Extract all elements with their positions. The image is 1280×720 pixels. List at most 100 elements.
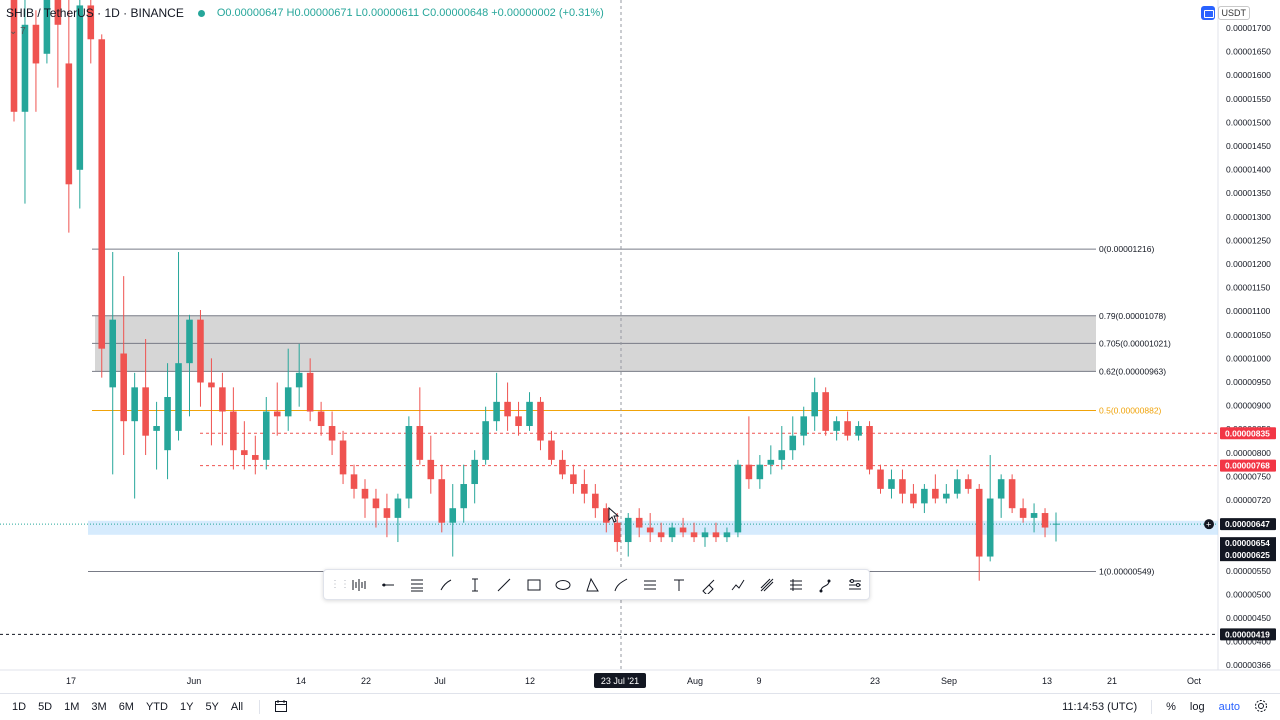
candle-body [1008, 479, 1016, 509]
candle-body [175, 363, 182, 431]
time-axis-tick: 17 [66, 676, 76, 686]
price-axis-tick: 0.00001600 [1226, 70, 1271, 80]
range-button-5y[interactable]: 5Y [205, 701, 219, 713]
time-badge-bg [594, 673, 646, 688]
candle-body [208, 382, 215, 388]
candle-body [734, 464, 742, 533]
time-axis-tick: 14 [296, 676, 306, 686]
candle-body [624, 517, 632, 543]
range-button-1d[interactable]: 1D [12, 701, 27, 713]
currency-button[interactable]: USDT [1217, 6, 1250, 20]
candle-body [866, 426, 873, 470]
symbol-title[interactable]: SHIB / TetherUS · 1D · BINANCE [6, 6, 184, 20]
candle-body [394, 498, 402, 518]
utc-clock[interactable]: 11:14:53 (UTC) [1062, 701, 1138, 713]
candle-body [515, 416, 522, 427]
brush-icon[interactable] [432, 571, 461, 599]
range-button-1m[interactable]: 1M [64, 701, 80, 713]
candle-body [877, 469, 884, 489]
range-button-1y[interactable]: 1Y [179, 701, 194, 713]
candle-body [361, 488, 369, 499]
candle-body [317, 411, 325, 427]
ellipse-icon[interactable] [548, 571, 577, 599]
price-axis-tick: 0.00000750 [1226, 471, 1271, 481]
bars-pattern-icon[interactable] [344, 571, 373, 599]
collapse-indicators-button[interactable]: ⌄ 7 [9, 26, 26, 37]
candle-body [800, 416, 808, 436]
candle-body [471, 459, 478, 485]
candle-body [32, 24, 40, 64]
candle-body [295, 372, 303, 388]
price-axis-tick: 0.00000500 [1226, 589, 1271, 599]
price-axis-tick: 0.00001550 [1226, 94, 1271, 104]
curve-icon[interactable] [607, 571, 636, 599]
chart-settings-icon[interactable] [1254, 699, 1268, 716]
percent-scale-toggle[interactable]: % [1166, 701, 1176, 713]
triangle-icon[interactable] [577, 571, 606, 599]
range-button-ytd[interactable]: YTD [145, 701, 168, 713]
fib-retracement-icon[interactable] [402, 571, 431, 599]
trend-line-icon[interactable] [490, 571, 519, 599]
range-button-3m[interactable]: 3M [91, 701, 107, 713]
cross-line-icon[interactable] [461, 571, 490, 599]
price-axis-tick: 0.00001350 [1226, 188, 1271, 198]
auto-scale-toggle[interactable]: auto [1218, 701, 1240, 713]
price-chart[interactable]: 0(0.00001216) 0.79(0.00001078) 0.705(0.000… [0, 0, 1280, 693]
divider [259, 700, 261, 714]
parallel-lines-icon[interactable] [782, 571, 811, 599]
candle-body [186, 319, 193, 364]
bezier-icon[interactable] [811, 571, 840, 599]
candle-body [789, 435, 797, 451]
mouse-cursor-icon [608, 506, 620, 528]
price-axis-tick: 0.00000400 [1226, 637, 1271, 647]
price-axis-tick: 0.00001500 [1226, 117, 1271, 127]
time-axis-tick: Oct [1187, 676, 1202, 686]
price-axis-tick: 0.00001050 [1226, 330, 1271, 340]
candle-body [986, 498, 994, 557]
candle-body [252, 455, 259, 460]
highlighter-icon[interactable] [694, 571, 723, 599]
candle-body [756, 464, 764, 480]
time-axis-tick: 22 [361, 676, 371, 686]
price-axis-tick: 0.00001650 [1226, 47, 1271, 57]
range-button-5d[interactable]: 5D [38, 701, 53, 713]
range-button-all[interactable]: All [230, 701, 244, 713]
pitchfork-icon[interactable] [752, 571, 781, 599]
drawing-toolbar: ⋮⋮ [323, 569, 870, 600]
screenshot-icon[interactable] [1201, 6, 1215, 20]
candle-body [570, 474, 577, 485]
fib-level-label: 0.5(0.00000882) [1099, 406, 1162, 416]
fib-level-label: 0.79(0.00001078) [1099, 311, 1166, 321]
goto-date-icon[interactable] [274, 699, 288, 716]
settings-lines-icon[interactable] [840, 571, 869, 599]
candle-body [273, 411, 281, 417]
horizontal-ray-icon[interactable] [373, 571, 402, 599]
price-label-red-bg [1220, 427, 1276, 440]
price-axis-tick: 0.00000900 [1226, 401, 1271, 411]
candle-body [1041, 513, 1049, 528]
price-axis-tick: 0.00000950 [1226, 377, 1271, 387]
price-axis-tick: 0.00001000 [1226, 353, 1271, 363]
range-button-6m[interactable]: 6M [118, 701, 134, 713]
candle-body [504, 401, 511, 417]
text-icon[interactable] [665, 571, 694, 599]
rectangle-icon[interactable] [519, 571, 548, 599]
candle-body [646, 527, 654, 533]
horizontal-lines-icon[interactable] [636, 571, 665, 599]
time-axis-tick: Jul [434, 676, 446, 686]
price-label-red: 0.00000768 [1225, 461, 1270, 471]
candle-body [54, 0, 62, 25]
candle-body [87, 5, 95, 40]
ohlc-values: O0.00000647 H0.00000671 L0.00000611 C0.0… [216, 7, 604, 19]
candle-body [745, 464, 753, 480]
toolbar-grip-icon[interactable]: ⋮⋮ [330, 579, 350, 590]
fib-level-label: 0(0.00001216) [1099, 244, 1154, 254]
log-scale-toggle[interactable]: log [1189, 701, 1205, 713]
candle-body [21, 24, 29, 112]
path-icon[interactable] [723, 571, 752, 599]
price-label-red-bg [1220, 459, 1276, 472]
candle-body [241, 450, 248, 456]
candle-body [844, 421, 851, 436]
candle-body [526, 401, 533, 427]
